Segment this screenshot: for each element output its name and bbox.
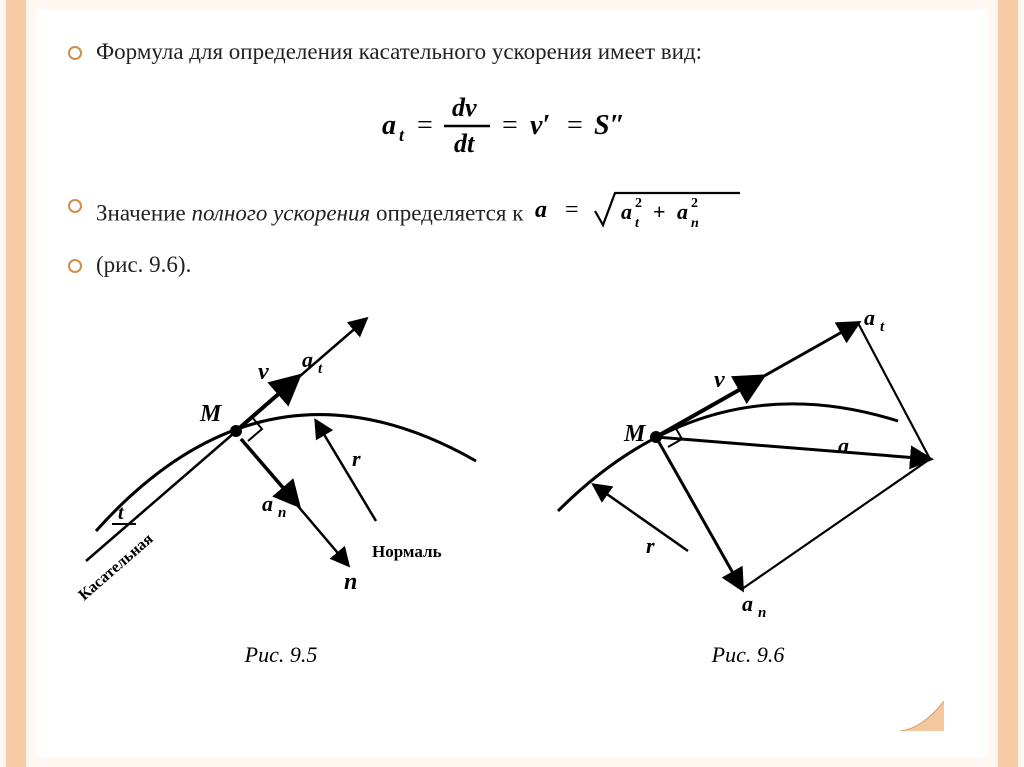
page-curl-icon	[900, 701, 944, 731]
bullet-list-2: Значение полного ускорения определяется …	[56, 187, 968, 283]
accent-stripe-right	[998, 0, 1018, 767]
svg-text:a: a	[742, 591, 753, 616]
svg-text:=: =	[502, 110, 518, 141]
svg-text:a: a	[382, 110, 396, 141]
svg-text:t: t	[118, 502, 125, 524]
svg-text:2: 2	[691, 196, 698, 211]
svg-text:v′: v′	[530, 110, 550, 141]
svg-text:r: r	[352, 446, 361, 471]
svg-text:n: n	[758, 605, 766, 621]
svg-text:a: a	[302, 347, 313, 372]
svg-text:2: 2	[635, 196, 642, 211]
svg-text:S″: S″	[594, 110, 625, 141]
svg-text:Нормаль: Нормаль	[372, 542, 442, 561]
svg-text:a: a	[535, 197, 547, 223]
formula-main: a t = dv dt = v′ = S″	[56, 88, 968, 165]
svg-text:t: t	[635, 216, 640, 231]
svg-text:=: =	[417, 110, 433, 141]
svg-text:a: a	[677, 199, 688, 224]
svg-text:n: n	[691, 216, 699, 231]
svg-text:dt: dt	[454, 129, 475, 158]
svg-text:=: =	[565, 197, 579, 223]
bullet-1: Формула для определения касательного уск…	[96, 34, 968, 70]
accent-stripe-left	[6, 0, 26, 767]
svg-text:a: a	[864, 305, 875, 330]
svg-text:r: r	[646, 533, 655, 558]
figure-9-5: M v a t a n r n t Касательная Нормаль Ри…	[66, 301, 496, 668]
svg-text:t: t	[318, 361, 323, 377]
bullet-list: Формула для определения касательного уск…	[56, 34, 968, 70]
figures-row: M v a t a n r n t Касательная Нормаль Ри…	[56, 301, 968, 668]
svg-text:M: M	[199, 401, 223, 427]
svg-text:t: t	[880, 319, 885, 335]
bullet-3: (рис. 9.6).	[96, 247, 968, 283]
formula-inline: a = a 2 t + a 2 n	[535, 187, 745, 244]
svg-text:t: t	[399, 125, 405, 145]
svg-text:a: a	[262, 491, 273, 516]
svg-text:Касательная: Касательная	[75, 530, 156, 604]
svg-text:M: M	[623, 421, 647, 447]
figure-9-6-caption: Рис. 9.6	[538, 642, 958, 668]
svg-text:n: n	[278, 505, 286, 521]
bullet-2: Значение полного ускорения определяется …	[96, 187, 968, 244]
svg-text:a: a	[838, 433, 849, 458]
slide-area: Формула для определения касательного уск…	[36, 10, 988, 757]
figure-9-6: M v a t a a n r Рис. 9.6	[538, 301, 958, 668]
bullet-2-italic: полного ускорения	[191, 200, 370, 225]
svg-text:v: v	[714, 367, 725, 393]
figure-9-5-caption: Рис. 9.5	[66, 642, 496, 668]
svg-text:=: =	[567, 110, 583, 141]
svg-text:+: +	[653, 199, 666, 224]
svg-text:a: a	[621, 199, 632, 224]
svg-text:n: n	[344, 569, 357, 595]
bullet-2-prefix: Значение	[96, 200, 191, 225]
svg-text:dv: dv	[452, 93, 477, 122]
svg-text:v: v	[258, 359, 269, 385]
bullet-2-suffix: определяется к	[370, 200, 523, 225]
